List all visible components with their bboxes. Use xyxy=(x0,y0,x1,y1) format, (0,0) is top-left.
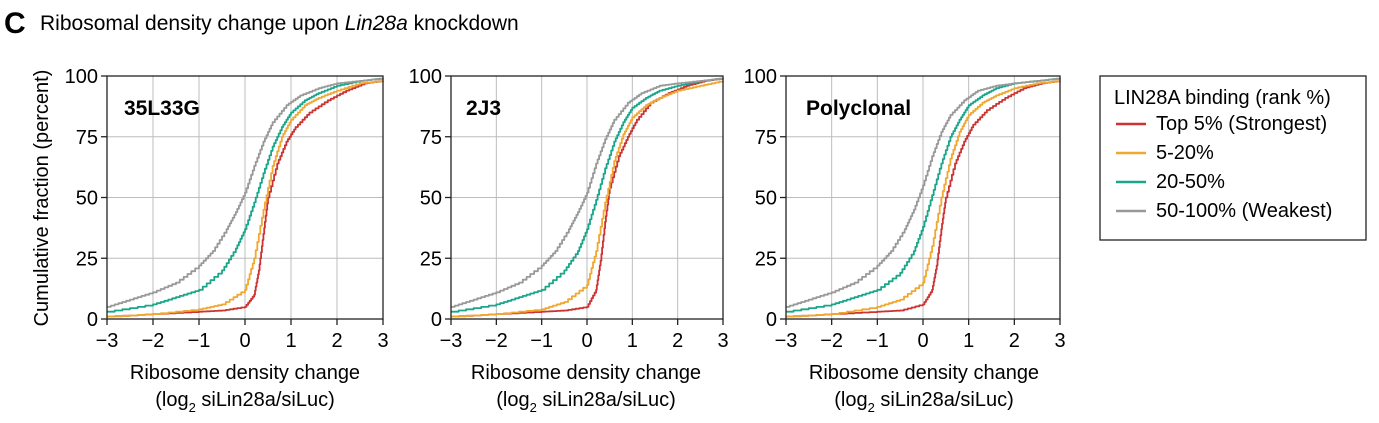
x-axis-label-ratio: siLin28a/siLuc) xyxy=(875,389,1014,411)
figure-title-part-2: knockdown xyxy=(408,12,519,35)
x-axis-label-line-2: (log2 siLin28a/siLuc) xyxy=(155,389,335,415)
y-tick-label: 0 xyxy=(87,309,98,331)
x-tick-label: −2 xyxy=(485,330,508,352)
series-line-5-20 xyxy=(451,80,724,318)
x-tick-label: 3 xyxy=(717,330,728,352)
y-tick-label: 75 xyxy=(420,127,442,149)
chart-panel-35l33g: −3 −2 −1 0 1 2 3 0 25 50 75 100 35L33G xyxy=(65,66,389,352)
panel-label: 2J3 xyxy=(466,97,501,120)
legend-box xyxy=(1099,75,1367,241)
x-axis-label-panel-3: Ribosome density change (log2 siLin28a/s… xyxy=(809,362,1039,415)
y-tick-label: 25 xyxy=(420,248,442,270)
x-tick-label: 2 xyxy=(1009,330,1020,352)
x-tick-label: −2 xyxy=(142,330,165,352)
legend-item-top-5-strongest: Top 5% (Strongest) xyxy=(1116,113,1327,135)
series-line-20-50 xyxy=(786,77,1061,313)
y-tick-label: 0 xyxy=(766,309,777,331)
x-axis-label-subscript: 2 xyxy=(530,400,537,415)
x-axis-label-subscript: 2 xyxy=(189,400,196,415)
series-line-top-5-strongest xyxy=(786,80,1061,318)
x-axis-label-line-2: (log2 siLin28a/siLuc) xyxy=(496,389,676,415)
x-axis-label-log: (log xyxy=(496,389,529,411)
legend-title: LIN28A binding (rank %) xyxy=(1114,87,1331,109)
series-line-50-100-weakest xyxy=(786,77,1061,308)
legend-items: Top 5% (Strongest) 5-20% 20-50% 50-100% (We… xyxy=(1116,113,1332,222)
y-tick-label: 100 xyxy=(65,66,98,88)
series-line-20-50 xyxy=(107,77,384,313)
x-tick-label: 1 xyxy=(627,330,638,352)
y-tick-label: 50 xyxy=(755,188,777,210)
series-line-5-20 xyxy=(107,80,384,318)
y-tick-label: 50 xyxy=(420,188,442,210)
x-axis-label-ratio: siLin28a/siLuc) xyxy=(537,389,676,411)
x-axis-label-log: (log xyxy=(155,389,188,411)
figure-title-part-1: Ribosomal density change upon xyxy=(40,12,345,35)
panel-letter: C xyxy=(4,7,26,40)
legend-item-20-50: 20-50% xyxy=(1116,171,1225,193)
x-axis-label-line-1: Ribosome density change xyxy=(130,362,360,384)
series-line-5-20 xyxy=(786,80,1061,318)
x-tick-label: 3 xyxy=(1054,330,1065,352)
x-axis-label-line-1: Ribosome density change xyxy=(809,362,1039,384)
legend-item-50-100-weakest: 50-100% (Weakest) xyxy=(1116,200,1332,222)
x-tick-label: 0 xyxy=(581,330,592,352)
legend-item-5-20: 5-20% xyxy=(1116,142,1214,164)
panel-label: 35L33G xyxy=(124,97,200,120)
x-tick-label: −1 xyxy=(188,330,211,352)
y-axis-label: Cumulative fraction (percent) xyxy=(31,70,53,327)
y-tick-label: 25 xyxy=(76,248,98,270)
x-tick-label: 0 xyxy=(239,330,250,352)
figure-title: Ribosomal density change upon Lin28a kno… xyxy=(40,12,519,35)
figure-title-gene: Lin28a xyxy=(345,12,408,35)
chart-panel-2j3: −3 −2 −1 0 1 2 3 0 25 50 75 100 2J3 xyxy=(409,66,729,352)
x-tick-label: −1 xyxy=(866,330,889,352)
x-axis-label-ratio: siLin28a/siLuc) xyxy=(196,389,335,411)
panel-label: Polyclonal xyxy=(806,97,911,120)
x-tick-label: 3 xyxy=(377,330,388,352)
series-line-50-100-weakest xyxy=(107,77,384,308)
y-tick-label: 75 xyxy=(755,127,777,149)
y-tick-label: 25 xyxy=(755,248,777,270)
x-tick-label: −3 xyxy=(440,330,463,352)
y-tick-label: 100 xyxy=(409,66,442,88)
legend-label: Top 5% (Strongest) xyxy=(1156,113,1327,135)
chart-panel-polyclonal: −3 −2 −1 0 1 2 3 0 25 50 75 100 Polyclonal xyxy=(744,66,1066,352)
legend-label: 50-100% (Weakest) xyxy=(1156,200,1332,222)
y-tick-label: 0 xyxy=(431,309,442,331)
x-tick-label: 2 xyxy=(331,330,342,352)
legend-label: 5-20% xyxy=(1156,142,1214,164)
legend: LIN28A binding (rank %) Top 5% (Stronges… xyxy=(1099,75,1367,241)
x-axis-label-line-1: Ribosome density change xyxy=(471,362,701,384)
y-tick-label: 75 xyxy=(76,127,98,149)
y-tick-label: 100 xyxy=(744,66,777,88)
y-tick-label: 50 xyxy=(76,188,98,210)
legend-label: 20-50% xyxy=(1156,171,1225,193)
x-tick-label: 1 xyxy=(285,330,296,352)
x-axis-label-panel-2: Ribosome density change (log2 siLin28a/s… xyxy=(471,362,701,415)
x-tick-label: −2 xyxy=(820,330,843,352)
series-line-top-5-strongest xyxy=(107,80,384,318)
x-tick-label: −3 xyxy=(96,330,119,352)
x-axis-label-subscript: 2 xyxy=(868,400,875,415)
x-tick-label: −1 xyxy=(530,330,553,352)
x-axis-label-panel-1: Ribosome density change (log2 siLin28a/s… xyxy=(130,362,360,415)
x-tick-label: 2 xyxy=(672,330,683,352)
series-line-50-100-weakest xyxy=(451,77,724,308)
x-axis-label-line-2: (log2 siLin28a/siLuc) xyxy=(834,389,1014,415)
x-tick-label: 1 xyxy=(963,330,974,352)
x-tick-label: 0 xyxy=(917,330,928,352)
x-axis-label-log: (log xyxy=(834,389,867,411)
series-line-20-50 xyxy=(451,77,724,313)
x-tick-label: −3 xyxy=(775,330,798,352)
